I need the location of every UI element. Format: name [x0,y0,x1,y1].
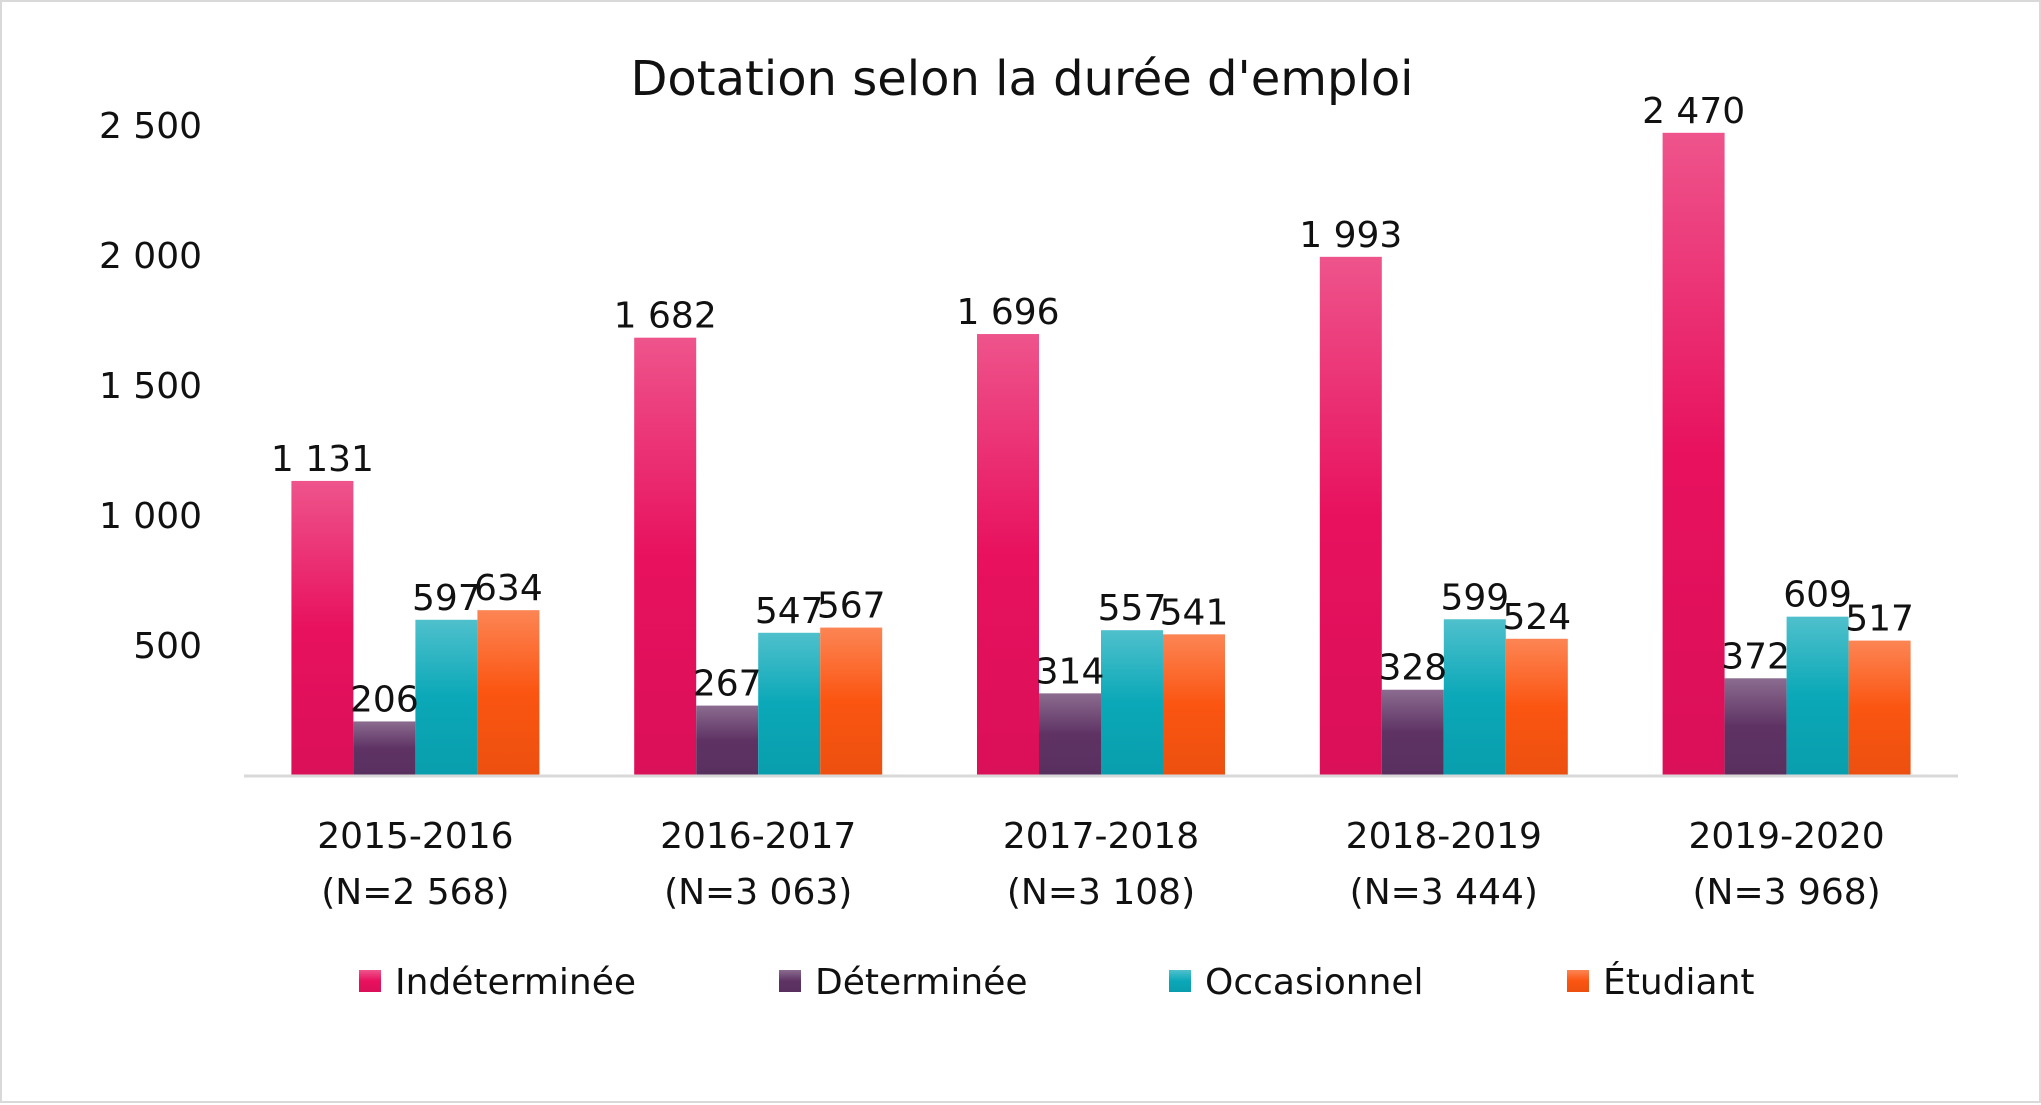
legend-swatch [1567,970,1589,992]
bar-étudiant [820,627,883,775]
bar-déterminée [353,721,416,775]
bar-occasionnel [415,619,478,775]
legend-label: Indéterminée [395,962,636,1003]
data-label: 541 [1160,592,1229,633]
y-tick-label: 1 500 [99,366,202,407]
x-tick-label: (N=2 568) [321,872,509,913]
bar-déterminée [1724,678,1787,775]
y-tick-label: 500 [133,626,202,667]
y-axis: 500 1 000 1 500 2 000 2 500 [99,106,202,667]
data-label: 557 [1098,588,1167,629]
data-label: 1 993 [1299,215,1402,256]
legend: Indéterminée Déterminée Occasionnel Étudian… [359,961,1755,1003]
bar-occasionnel [758,632,821,775]
bar-étudiant [1163,634,1225,775]
bar-étudiant [1848,640,1911,775]
legend-label: Occasionnel [1205,962,1424,1003]
legend-label: Étudiant [1603,961,1755,1003]
bar-indéterminée [291,480,354,775]
data-label: 372 [1721,636,1790,677]
x-tick-label: 2015-2016 [317,816,513,857]
data-label: 599 [1440,577,1509,618]
data-label: 1 682 [614,296,717,337]
bar-étudiant [477,610,540,775]
data-label: 609 [1783,575,1852,616]
data-label: 328 [1378,648,1447,689]
bar-étudiant [1505,638,1568,775]
data-label: 597 [412,578,481,619]
data-label: 1 131 [271,439,374,480]
y-tick-label: 1 000 [99,496,202,537]
legend-swatch [1169,970,1191,992]
bars [291,132,1911,776]
x-tick-label: (N=3 968) [1692,872,1880,913]
x-tick-label: 2016-2017 [660,816,856,857]
bar-occasionnel [1786,616,1849,775]
data-label: 524 [1502,597,1571,638]
bar-occasionnel [1101,630,1163,775]
data-label: 547 [755,591,824,632]
x-tick-label: 2018-2019 [1346,816,1542,857]
bar-indéterminée [1662,132,1725,776]
y-tick-label: 2 000 [99,236,202,277]
bar-déterminée [1381,689,1444,775]
chart-title: Dotation selon la durée d'emploi [630,51,1413,107]
data-label: 1 696 [956,292,1059,333]
bar-déterminée [1039,693,1101,775]
bar-indéterminée [634,337,697,775]
data-label: 2 470 [1642,91,1745,132]
data-label: 206 [350,679,419,720]
x-tick-label: (N=3 063) [664,872,852,913]
x-tick-label: 2017-2018 [1003,816,1199,857]
bar-déterminée [696,705,759,775]
data-label: 634 [474,568,543,609]
bar-indéterminée [977,334,1039,775]
x-tick-label: (N=3 444) [1350,872,1538,913]
data-label: 267 [693,664,762,705]
bar-occasionnel [1443,619,1506,775]
data-label: 567 [817,586,886,627]
y-tick-label: 2 500 [99,106,202,147]
legend-swatch [779,970,801,992]
legend-swatch [359,970,381,992]
data-label: 517 [1845,599,1914,640]
bar-indéterminée [1319,256,1382,775]
legend-label: Déterminée [815,962,1027,1003]
x-tick-label: 2019-2020 [1688,816,1884,857]
x-axis: 2015-2016 (N=2 568) 2016-2017 (N=3 063) 2017… [317,816,1884,913]
data-label: 314 [1036,651,1105,692]
x-tick-label: (N=3 108) [1007,872,1195,913]
